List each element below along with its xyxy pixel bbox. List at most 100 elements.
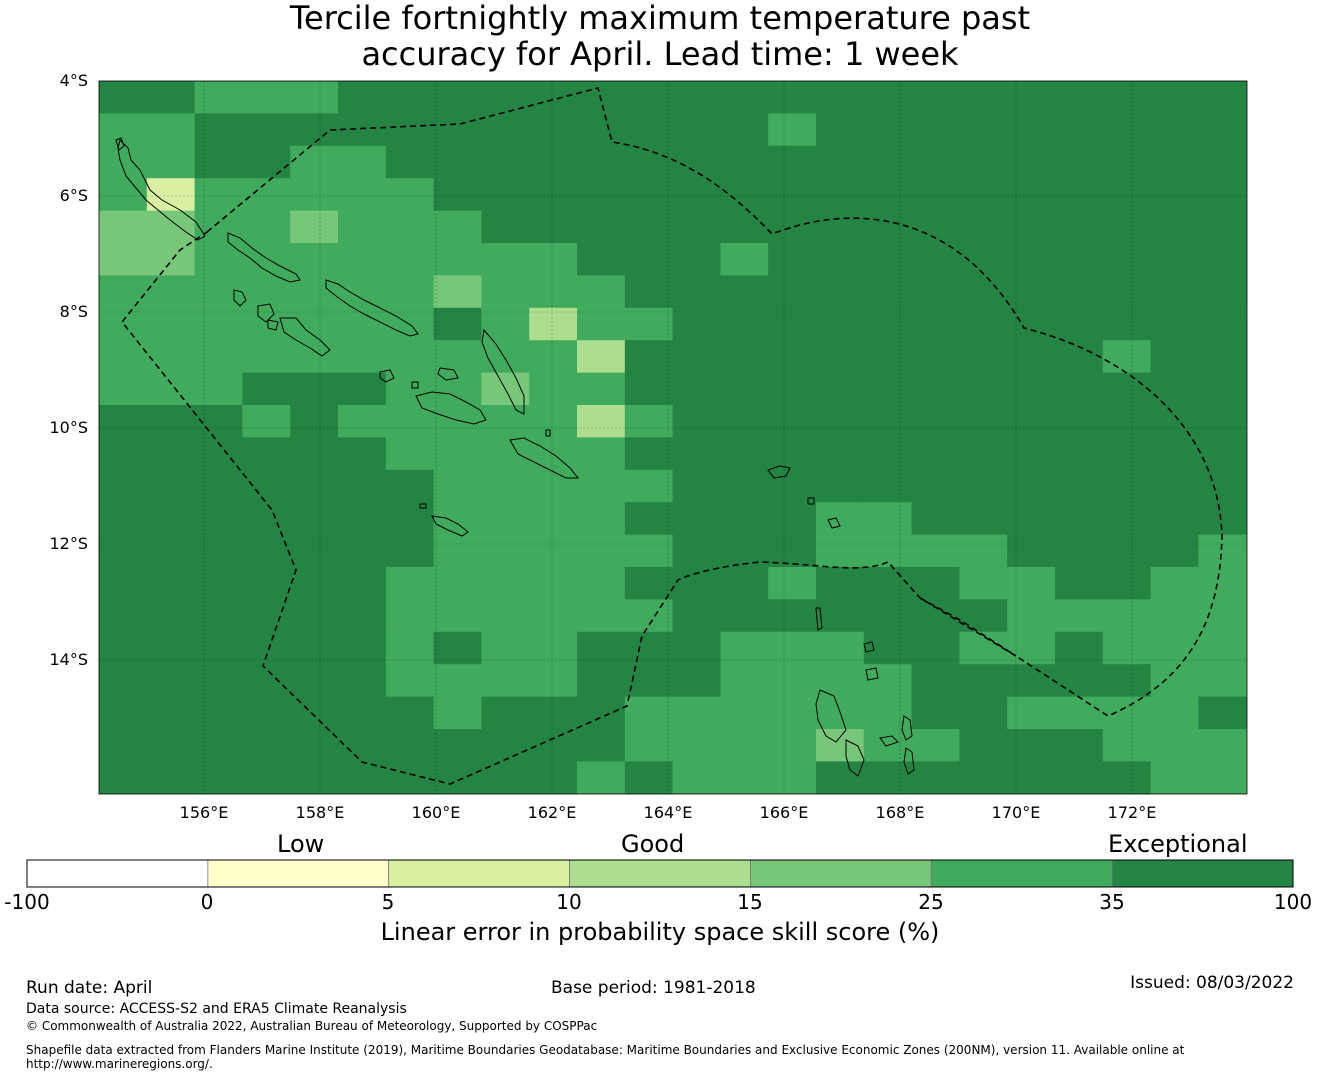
skill-cell [433,534,482,568]
skill-cell [481,631,530,665]
colorbar-tick: 35 [1099,890,1125,914]
skill-cell [1007,113,1056,147]
skill-cell [1007,437,1056,471]
skill-cell [768,437,817,471]
skill-cell [194,664,243,698]
skill-cell [672,534,721,568]
skill-cell [816,340,865,374]
skill-cell [1198,729,1247,762]
colorbar-segment [750,859,932,888]
skill-cell [146,81,196,114]
skill-cell [1102,729,1152,762]
lon-label-166e: 166°E [759,803,809,822]
espiritu-santo-island [815,689,847,743]
skill-cell [1150,534,1199,568]
skill-cell [1198,372,1247,406]
skill-cell [577,307,626,341]
skill-cell [529,372,578,406]
skill-cell [816,405,865,438]
skill-cell [577,469,626,503]
skill-cell [816,275,865,309]
skill-cell [385,729,435,762]
skill-cell [911,178,960,212]
skill-cell [242,534,291,568]
skill-cell [1198,340,1247,374]
skill-cell [1055,113,1104,147]
skill-cell [290,567,339,600]
skill-cell [672,81,721,114]
skill-cell [672,145,721,179]
skill-cell [768,567,817,600]
skill-cell [720,534,769,568]
skill-cell [146,534,196,568]
base-period: Base period: 1981-2018 [551,978,756,998]
skill-cell [1102,567,1152,600]
skill-cell [194,340,243,374]
skill-cell [1055,567,1104,600]
skill-cell [481,113,530,147]
colorbar-segment [569,859,751,888]
skill-cell [1055,81,1104,114]
skill-cell [863,210,913,244]
skill-cell [1102,243,1152,276]
skill-grid [99,81,1247,794]
skill-cell [529,761,578,794]
skill-cell [911,761,960,794]
skill-cell [146,275,196,309]
skill-cell [1150,81,1199,114]
skill-cell [481,502,530,536]
skill-cell [1007,81,1056,114]
skill-cell [768,243,817,276]
skill-cell [1150,437,1199,471]
colorbar-tick: 0 [200,890,214,914]
skill-cell [959,534,1008,568]
skill-cell [290,599,339,633]
skill-cell [720,696,769,730]
skill-cell [338,469,387,503]
lon-label-170e: 170°E [991,803,1041,822]
skill-cell [1102,599,1152,633]
skill-cell [911,372,960,406]
skill-cell [1150,696,1199,730]
skill-cell [1055,243,1104,276]
skill-cell [816,502,865,536]
skill-cell [481,469,530,503]
skill-cell [338,210,387,244]
lon-label-160e: 160°E [411,803,461,822]
vella-lavella-island [233,289,247,307]
maewo-island [901,715,913,741]
skill-cell [720,178,769,212]
skill-cell [672,275,721,309]
skill-cell [911,81,960,114]
skill-cell [863,631,913,665]
skill-cell [194,567,243,600]
guadalcanal-island [415,391,487,425]
skill-cell [385,405,435,438]
skill-cell [242,761,291,794]
skill-cell [1150,275,1199,309]
skill-cell [290,502,339,536]
florida-islands [379,369,395,383]
skill-cell [338,178,387,212]
skill-cell [99,567,148,600]
skill-cell [194,696,243,730]
skill-cell [1150,567,1199,600]
skill-cell [959,275,1008,309]
skill-cell [338,696,387,730]
skill-cell [481,696,530,730]
skill-cell [290,469,339,503]
skill-cell [529,405,578,438]
skill-cell [194,178,243,212]
skill-cell [146,599,196,633]
skill-cell [624,696,674,730]
skill-cell [1055,761,1104,794]
skill-cell [1198,761,1247,794]
skill-cell [338,81,387,114]
skill-cell [863,405,913,438]
skill-cell [911,664,960,698]
skill-cell [624,599,674,633]
skill-cell [720,729,769,762]
skill-cell [529,631,578,665]
skill-cell [1007,340,1056,374]
